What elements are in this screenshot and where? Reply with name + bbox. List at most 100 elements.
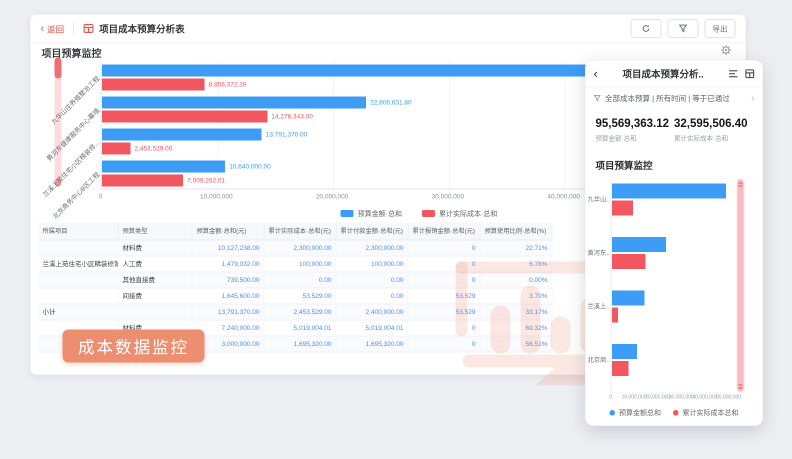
bar-value-label: 13,791,370.00 xyxy=(265,130,308,139)
stat-value: 32,595,506.40 xyxy=(674,116,748,130)
window-header: ‹ 返回 项目成本预算分析表 xyxy=(30,15,746,44)
stat-actual-total: 32,595,506.40 累计实际成本·总和 xyxy=(674,117,753,143)
table-cell: 1,695,320.00 xyxy=(336,336,409,353)
mobile-title: 项目成本预算分析.. xyxy=(622,69,704,80)
table-cell: 0.00 xyxy=(264,272,337,289)
chart-settings-button[interactable] xyxy=(721,45,732,59)
mobile-filter-text: 全部成本预算 | 所有时间 | 等于已通过 xyxy=(605,94,730,103)
bar-累计实际成本总和[interactable] xyxy=(612,200,633,216)
gridline xyxy=(217,60,219,189)
refresh-button[interactable] xyxy=(630,19,662,38)
table-cell: 53,529 xyxy=(408,304,481,321)
legend-item[interactable]: 预算金额总和 xyxy=(609,408,661,418)
bar-预算金额·总和[interactable] xyxy=(102,128,262,141)
bar-预算金额总和[interactable] xyxy=(612,183,727,199)
table-cell: 0 xyxy=(408,240,481,257)
back-button[interactable]: ‹ 返回 xyxy=(41,22,65,35)
mobile-preview-panel: ‹ 项目成本预算分析.. 全部成本预算 | 所有时间 | 等于已通过 › xyxy=(585,60,763,426)
bar-预算金额总和[interactable] xyxy=(612,344,638,359)
legend-item[interactable]: 累计实际成本·总和 xyxy=(422,209,497,219)
bar-累计实际成本总和[interactable] xyxy=(612,254,646,269)
table-view-icon[interactable] xyxy=(745,69,755,79)
bar-value-label: 14,276,343.00 xyxy=(271,112,313,121)
bar-预算金额·总和[interactable] xyxy=(102,64,662,77)
axis-tick-label: 0 xyxy=(98,192,103,201)
bar-累计实际成本·总和[interactable] xyxy=(102,78,205,91)
budget-monitor-chart: 8,856,372.39 九华山庄养殖整治工程 22,806,631.80 14,27… xyxy=(41,60,739,220)
gridline xyxy=(333,60,335,189)
back-chevron-icon: ‹ xyxy=(40,22,45,35)
page-title: 项目成本预算分析表 xyxy=(99,24,185,35)
legend-label: 预算金额·总和 xyxy=(357,209,402,218)
export-label: 导出 xyxy=(712,24,728,34)
table-cell: 0 xyxy=(408,320,481,337)
legend-item[interactable]: 累计实际成本总和 xyxy=(673,408,739,418)
gridline xyxy=(448,60,450,189)
stat-label: 预算金额·总和 xyxy=(595,134,637,143)
category-label: 兰溪上.. xyxy=(587,303,610,310)
axis-tick-label: 40,000,000 xyxy=(692,394,718,401)
legend-item[interactable]: 预算金额·总和 xyxy=(340,209,402,219)
mobile-chart-scrollbar[interactable] xyxy=(736,178,745,393)
bar-累计实际成本·总和[interactable] xyxy=(102,110,268,123)
legend-swatch xyxy=(340,210,354,217)
table-cell: 其他直接费 xyxy=(118,272,193,289)
table-cell: 56.51% xyxy=(480,336,553,353)
scrollbar-handle[interactable] xyxy=(54,57,62,79)
filter-icon xyxy=(678,24,688,33)
table-cell: 69.32% xyxy=(480,320,553,337)
bar-预算金额总和[interactable] xyxy=(612,237,666,252)
table-cell: 3,000,000.00 xyxy=(192,336,265,353)
scrollbar-bottom-cap xyxy=(54,178,62,187)
table-cell: 0 xyxy=(408,272,481,289)
bar-累计实际成本总和[interactable] xyxy=(612,307,618,323)
mobile-scrollbar-handle[interactable] xyxy=(737,179,744,392)
table-cell: 739,500.00 xyxy=(192,272,265,289)
mobile-chart-title: 项目预算监控 xyxy=(595,161,653,172)
bar-value-label: 8,856,372.39 xyxy=(208,80,247,89)
table-cell: 材料费 xyxy=(118,240,193,257)
table-cell: 2,300,000.00 xyxy=(264,240,337,257)
bar-累计实际成本·总和[interactable] xyxy=(102,142,131,155)
axis-tick-label: 20,000,000 xyxy=(645,394,671,401)
bar-累计实际成本·总和[interactable] xyxy=(102,174,184,187)
table-cell: 22.71% xyxy=(480,240,553,257)
mobile-filter-bar[interactable]: 全部成本预算 | 所有时间 | 等于已通过 › xyxy=(586,88,763,109)
mobile-chart-legend: 预算金额总和 累计实际成本总和 xyxy=(586,408,763,418)
stat-label: 累计实际成本·总和 xyxy=(674,134,729,143)
filter-button[interactable] xyxy=(667,19,699,38)
chevron-right-icon: › xyxy=(751,92,755,104)
main-chart-x-axis: 0 10,000,000 20,000,000 30,000,000 40,000,00… xyxy=(99,192,738,203)
axis-tick-label: 50,000,000 xyxy=(715,394,742,401)
summary-stats: 95,569,363.12 预算金额·总和 32,595,506.40 累计实际… xyxy=(596,117,753,143)
bar-累计实际成本总和[interactable] xyxy=(612,361,629,376)
axis-tick-label: 30,000,000 xyxy=(431,192,465,201)
table-cell: 0 xyxy=(408,256,481,273)
axis-tick-label: 30,000,000 xyxy=(668,394,694,401)
table-cell: 人工费 xyxy=(118,256,193,273)
legend-label: 累计实际成本总和 xyxy=(682,408,739,417)
bar-预算金额·总和[interactable] xyxy=(102,96,367,109)
header-divider xyxy=(73,22,75,35)
bar-预算金额·总和[interactable] xyxy=(102,160,226,173)
category-label: 九华山.. xyxy=(587,196,610,203)
table-cell: 100,000.00 xyxy=(336,256,409,273)
category-label: 北京商.. xyxy=(587,356,610,364)
table-cell: 33.17% xyxy=(480,304,553,321)
table-cell xyxy=(38,288,119,305)
bar-value-label: 2,453,529.00 xyxy=(134,144,173,153)
mobile-back-button[interactable]: ‹ xyxy=(593,66,598,81)
report-icon xyxy=(83,24,94,33)
list-view-icon[interactable] xyxy=(729,69,739,79)
mobile-budget-monitor-chart: 九华山.. 黄河东.. 兰溪上.. 北京商.. xyxy=(588,178,730,394)
export-button[interactable]: 导出 xyxy=(704,19,736,38)
bar-value-label: 22,806,631.80 xyxy=(370,98,412,107)
legend-label: 预算金额总和 xyxy=(619,408,661,417)
axis-tick-label: 10,000,000 xyxy=(200,192,233,201)
chart-vertical-scrollbar[interactable] xyxy=(54,57,62,187)
bar-预算金额总和[interactable] xyxy=(612,290,645,306)
table-cell: 13,791,370.00 xyxy=(192,304,265,321)
axis-tick-label: 20,000,000 xyxy=(315,192,349,201)
table-cell: 1,645,600.00 xyxy=(192,288,265,305)
table-cell: 7,240,000.00 xyxy=(192,320,265,337)
